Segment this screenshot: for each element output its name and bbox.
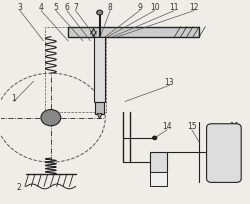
Text: 9: 9 — [138, 3, 142, 12]
Bar — [68, 28, 199, 38]
Text: W: W — [154, 172, 161, 181]
Text: 8: 8 — [108, 3, 112, 12]
Text: 1: 1 — [12, 93, 16, 102]
Circle shape — [153, 137, 157, 140]
Circle shape — [97, 11, 103, 16]
Text: 7: 7 — [73, 3, 78, 12]
Text: 15: 15 — [187, 122, 196, 131]
Text: 10: 10 — [150, 3, 160, 12]
Bar — [150, 172, 167, 186]
Text: 13: 13 — [165, 77, 174, 86]
Text: 11: 11 — [170, 3, 179, 12]
Text: 3: 3 — [18, 3, 22, 12]
Text: 12: 12 — [190, 3, 199, 12]
Circle shape — [41, 110, 61, 126]
Bar — [150, 152, 167, 172]
Text: 6: 6 — [64, 3, 69, 12]
Text: 2: 2 — [16, 182, 21, 191]
Text: 5: 5 — [53, 3, 58, 12]
FancyBboxPatch shape — [206, 124, 241, 183]
Polygon shape — [97, 114, 102, 119]
Text: 4: 4 — [38, 3, 44, 12]
Text: 14: 14 — [162, 122, 172, 131]
Text: 16: 16 — [229, 122, 238, 131]
FancyBboxPatch shape — [95, 102, 104, 114]
Bar — [94, 38, 105, 102]
